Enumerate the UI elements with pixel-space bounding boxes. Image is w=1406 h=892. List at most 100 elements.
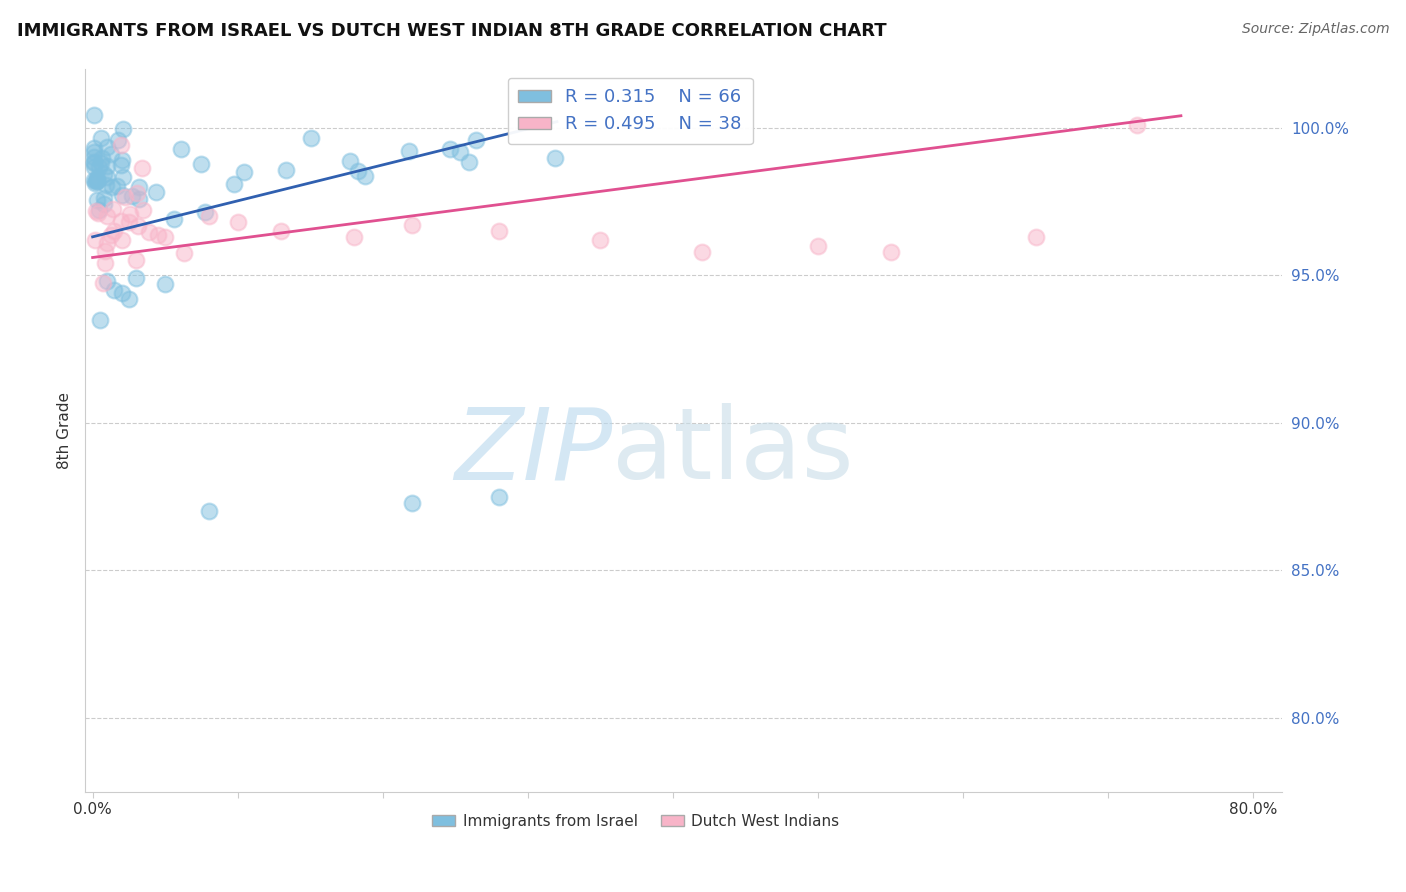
Point — [93, 167, 115, 181]
Point — [100, 147, 122, 161]
Point — [163, 212, 186, 227]
Point — [224, 177, 246, 191]
Point — [125, 186, 148, 201]
Point — [84, 176, 107, 190]
Point — [87, 160, 110, 174]
Point — [270, 224, 292, 238]
Point — [457, 154, 479, 169]
Point — [111, 153, 134, 167]
Point — [86, 173, 108, 187]
Point — [153, 230, 176, 244]
Point — [111, 188, 134, 202]
Point — [112, 122, 135, 136]
Point — [83, 145, 105, 160]
Point — [170, 143, 193, 157]
Point — [299, 131, 322, 145]
Point — [125, 253, 148, 268]
Point — [138, 225, 160, 239]
Text: IMMIGRANTS FROM ISRAEL VS DUTCH WEST INDIAN 8TH GRADE CORRELATION CHART: IMMIGRANTS FROM ISRAEL VS DUTCH WEST IND… — [17, 22, 887, 40]
Point — [488, 490, 510, 504]
Point — [233, 165, 256, 179]
Point — [110, 137, 132, 152]
Point — [197, 504, 219, 518]
Point — [112, 169, 135, 184]
Point — [83, 160, 105, 174]
Point — [354, 169, 377, 183]
Point — [125, 271, 148, 285]
Point — [86, 174, 108, 188]
Point — [83, 108, 105, 122]
Point — [128, 180, 150, 194]
Point — [84, 204, 107, 219]
Point — [401, 218, 423, 232]
Point — [439, 142, 461, 156]
Point — [83, 155, 105, 169]
Point — [105, 178, 128, 193]
Point — [107, 133, 129, 147]
Point — [153, 277, 176, 291]
Point — [110, 214, 132, 228]
Point — [90, 151, 112, 165]
Point — [100, 227, 122, 242]
Point — [93, 191, 115, 205]
Text: ZIP: ZIP — [454, 403, 612, 500]
Point — [190, 157, 212, 171]
Text: atlas: atlas — [612, 403, 853, 500]
Point — [93, 196, 115, 211]
Point — [96, 209, 118, 223]
Point — [118, 292, 141, 306]
Point — [488, 224, 510, 238]
Point — [89, 312, 111, 326]
Point — [128, 193, 150, 207]
Legend: Immigrants from Israel, Dutch West Indians: Immigrants from Israel, Dutch West India… — [426, 808, 846, 835]
Point — [96, 170, 118, 185]
Point — [96, 159, 118, 173]
Point — [173, 245, 195, 260]
Point — [90, 156, 112, 170]
Point — [690, 244, 713, 259]
Point — [1025, 230, 1047, 244]
Point — [464, 133, 486, 147]
Point — [90, 131, 112, 145]
Point — [401, 495, 423, 509]
Point — [343, 230, 366, 244]
Point — [83, 173, 105, 187]
Point — [101, 179, 124, 194]
Point — [103, 283, 125, 297]
Point — [111, 233, 134, 247]
Point — [589, 233, 612, 247]
Point — [807, 238, 830, 252]
Point — [346, 164, 368, 178]
Point — [93, 256, 115, 270]
Point — [127, 219, 149, 233]
Point — [449, 145, 471, 159]
Point — [83, 233, 105, 247]
Point — [118, 207, 141, 221]
Point — [83, 156, 105, 170]
Point — [96, 139, 118, 153]
Point — [194, 205, 217, 219]
Point — [103, 224, 125, 238]
Point — [84, 174, 107, 188]
Point — [880, 244, 903, 259]
Point — [111, 285, 134, 300]
Point — [131, 161, 153, 175]
Point — [110, 158, 132, 172]
Point — [339, 153, 361, 168]
Point — [197, 209, 219, 223]
Point — [91, 276, 114, 290]
Point — [118, 215, 141, 229]
Point — [83, 150, 105, 164]
Point — [148, 228, 170, 243]
Point — [145, 185, 167, 199]
Point — [96, 274, 118, 288]
Point — [274, 163, 297, 178]
Point — [86, 170, 108, 185]
Text: Source: ZipAtlas.com: Source: ZipAtlas.com — [1241, 22, 1389, 37]
Point — [94, 244, 117, 258]
Point — [398, 144, 420, 158]
Point — [83, 141, 105, 155]
Point — [1126, 118, 1149, 132]
Point — [101, 202, 124, 216]
Point — [87, 206, 110, 220]
